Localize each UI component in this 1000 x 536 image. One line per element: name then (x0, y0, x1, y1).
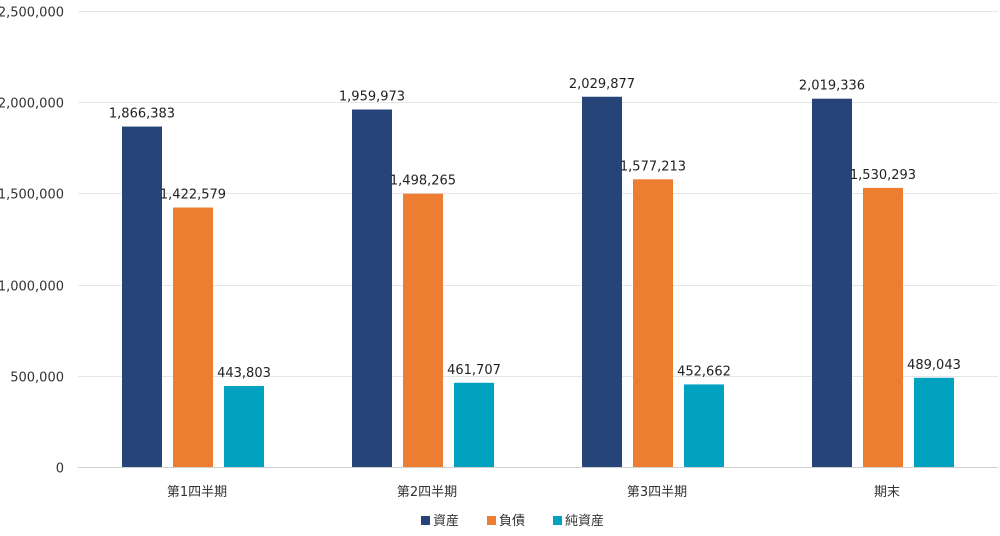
bar-負債-1 (403, 193, 443, 467)
bar-純資産-1 (454, 382, 494, 467)
data-label-負債-2: 1,577,213 (620, 159, 686, 174)
legend-swatch-負債 (487, 516, 496, 525)
data-label-純資産-1: 461,707 (447, 363, 501, 378)
bar-負債-3 (863, 187, 903, 467)
y-tick-label-5: 2,500,000 (0, 6, 64, 21)
data-label-負債-0: 1,422,579 (160, 188, 226, 203)
y-tick-label-2: 1,000,000 (0, 280, 64, 295)
data-label-純資産-0: 443,803 (217, 366, 271, 381)
legend-label-純資産: 純資産 (565, 513, 604, 529)
y-tick-label-4: 2,000,000 (0, 97, 64, 112)
data-label-純資産-3: 489,043 (907, 358, 961, 373)
y-tick-label-1: 500,000 (10, 371, 64, 386)
x-category-label-3: 期末 (874, 485, 900, 500)
data-label-資産-3: 2,019,336 (799, 79, 865, 94)
legend-swatch-純資産 (553, 516, 562, 525)
legend: 資産 負債 純資産 (421, 513, 604, 529)
bar-負債-0 (173, 207, 213, 467)
data-label-負債-1: 1,498,265 (390, 174, 456, 189)
bar-純資産-2 (684, 384, 724, 467)
bar-純資産-3 (914, 377, 954, 467)
y-tick-label-3: 1,500,000 (0, 188, 64, 203)
data-label-資産-2: 2,029,877 (569, 77, 635, 92)
data-label-負債-3: 1,530,293 (850, 168, 916, 183)
data-label-純資産-2: 452,662 (677, 364, 731, 379)
y-tick-label-0: 0 (56, 462, 64, 477)
x-category-label-1: 第2四半期 (397, 485, 457, 500)
data-label-資産-0: 1,866,383 (109, 107, 175, 122)
legend-label-資産: 資産 (433, 513, 459, 529)
legend-swatch-資産 (421, 516, 430, 525)
legend-label-負債: 負債 (499, 514, 525, 529)
data-label-資産-1: 1,959,973 (339, 90, 405, 105)
bar-資産-1 (352, 109, 392, 468)
bar-負債-2 (633, 179, 673, 467)
bar-資産-3 (812, 98, 852, 468)
x-category-label-0: 第1四半期 (167, 485, 227, 500)
bar-資産-0 (122, 126, 162, 467)
bar-純資産-0 (224, 386, 264, 467)
x-category-label-2: 第3四半期 (627, 485, 687, 500)
bar-資産-2 (582, 96, 622, 468)
